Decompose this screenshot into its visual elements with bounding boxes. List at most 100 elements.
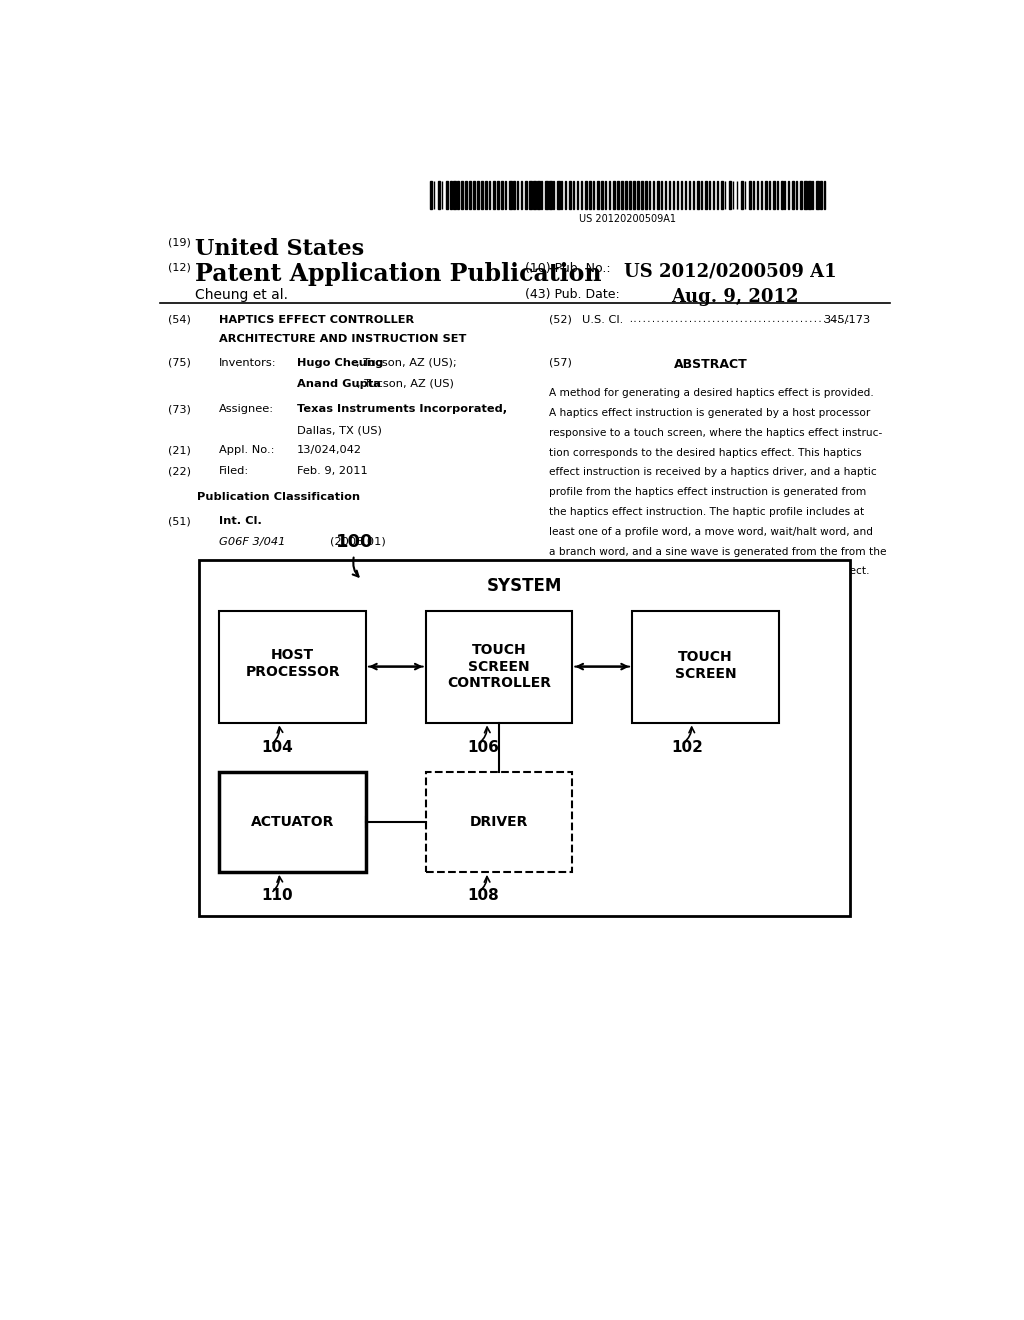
Bar bbox=[525, 181, 527, 210]
Bar bbox=[589, 181, 592, 210]
Text: G06F 3/041: G06F 3/041 bbox=[219, 536, 286, 546]
Bar bbox=[557, 181, 559, 210]
Bar bbox=[808, 181, 811, 210]
Text: ................................................: ........................................… bbox=[628, 315, 850, 323]
Text: , Tucson, AZ (US);: , Tucson, AZ (US); bbox=[355, 358, 457, 367]
Text: (10) Pub. No.:: (10) Pub. No.: bbox=[524, 263, 610, 275]
Text: 104: 104 bbox=[261, 739, 293, 755]
Text: 110: 110 bbox=[261, 888, 293, 903]
Text: 106: 106 bbox=[468, 739, 500, 755]
Bar bbox=[200, 560, 850, 916]
Bar bbox=[656, 181, 659, 210]
Bar bbox=[521, 181, 522, 210]
Text: ACTUATOR: ACTUATOR bbox=[251, 816, 335, 829]
Bar bbox=[709, 181, 710, 210]
Bar bbox=[776, 181, 777, 210]
Text: 345/173: 345/173 bbox=[822, 315, 870, 325]
Text: least one of a profile word, a move word, wait/halt word, and: least one of a profile word, a move word… bbox=[549, 527, 872, 537]
Text: Int. Cl.: Int. Cl. bbox=[219, 516, 262, 527]
Text: (19): (19) bbox=[168, 238, 190, 248]
Bar bbox=[633, 181, 635, 210]
Bar bbox=[513, 181, 515, 210]
Bar bbox=[462, 181, 463, 210]
Bar bbox=[820, 181, 822, 210]
Bar bbox=[669, 181, 670, 210]
Bar bbox=[581, 181, 583, 210]
Bar bbox=[538, 181, 540, 210]
Bar bbox=[219, 611, 367, 722]
Bar bbox=[498, 181, 499, 210]
Text: Hugo Cheung: Hugo Cheung bbox=[297, 358, 383, 367]
Text: (21): (21) bbox=[168, 445, 190, 455]
Text: (57): (57) bbox=[549, 358, 571, 367]
Bar bbox=[454, 181, 456, 210]
Bar bbox=[458, 181, 459, 210]
Bar bbox=[430, 181, 432, 210]
Text: US 20120200509A1: US 20120200509A1 bbox=[580, 214, 677, 224]
Bar bbox=[761, 181, 762, 210]
Text: Filed:: Filed: bbox=[219, 466, 250, 477]
Text: responsive to a touch screen, where the haptics effect instruc-: responsive to a touch screen, where the … bbox=[549, 428, 882, 438]
Bar bbox=[705, 181, 708, 210]
Bar bbox=[717, 181, 718, 210]
Bar bbox=[473, 181, 475, 210]
Text: DRIVER: DRIVER bbox=[470, 816, 528, 829]
Text: United States: United States bbox=[196, 238, 365, 260]
Bar bbox=[780, 181, 783, 210]
Bar bbox=[601, 181, 603, 210]
Text: 102: 102 bbox=[672, 739, 703, 755]
Text: (51): (51) bbox=[168, 516, 190, 527]
Text: (54): (54) bbox=[168, 315, 190, 325]
Text: 13/024,042: 13/024,042 bbox=[297, 445, 362, 455]
Bar bbox=[219, 772, 367, 873]
Text: ABSTRACT: ABSTRACT bbox=[675, 358, 749, 371]
Bar bbox=[645, 181, 646, 210]
Text: Texas Instruments Incorporated,: Texas Instruments Incorporated, bbox=[297, 404, 507, 414]
Text: Feb. 9, 2011: Feb. 9, 2011 bbox=[297, 466, 368, 477]
Text: (75): (75) bbox=[168, 358, 190, 367]
Bar bbox=[625, 181, 627, 210]
Bar bbox=[542, 181, 543, 210]
Text: (22): (22) bbox=[168, 466, 190, 477]
Bar bbox=[609, 181, 610, 210]
Text: Cheung et al.: Cheung et al. bbox=[196, 289, 289, 302]
Text: (12): (12) bbox=[168, 263, 190, 272]
Bar bbox=[617, 181, 618, 210]
Text: (2006.01): (2006.01) bbox=[331, 536, 386, 546]
Bar bbox=[772, 181, 775, 210]
Text: U.S. Cl.: U.S. Cl. bbox=[582, 315, 624, 325]
Bar bbox=[621, 181, 623, 210]
Text: Patent Application Publication: Patent Application Publication bbox=[196, 263, 602, 286]
Bar bbox=[713, 181, 714, 210]
Bar bbox=[569, 181, 570, 210]
Text: haptic profile that corresponds to the desired haptics effect.: haptic profile that corresponds to the d… bbox=[549, 566, 869, 577]
Bar bbox=[517, 181, 518, 210]
Bar bbox=[673, 181, 675, 210]
Bar bbox=[509, 181, 512, 210]
Text: (43) Pub. Date:: (43) Pub. Date: bbox=[524, 289, 620, 301]
Bar bbox=[629, 181, 632, 210]
Text: ARCHITECTURE AND INSTRUCTION SET: ARCHITECTURE AND INSTRUCTION SET bbox=[219, 334, 467, 345]
Text: tion corresponds to the desired haptics effect. This haptics: tion corresponds to the desired haptics … bbox=[549, 447, 861, 458]
Bar bbox=[805, 181, 807, 210]
Bar bbox=[426, 611, 572, 722]
Bar bbox=[816, 181, 819, 210]
Bar bbox=[740, 181, 743, 210]
Bar bbox=[632, 611, 779, 722]
Bar bbox=[561, 181, 562, 210]
Bar bbox=[545, 181, 548, 210]
Bar bbox=[801, 181, 802, 210]
Bar bbox=[502, 181, 503, 210]
Text: 100: 100 bbox=[336, 533, 374, 550]
Text: TOUCH
SCREEN
CONTROLLER: TOUCH SCREEN CONTROLLER bbox=[447, 643, 551, 690]
Bar bbox=[729, 181, 731, 210]
Text: HAPTICS EFFECT CONTROLLER: HAPTICS EFFECT CONTROLLER bbox=[219, 315, 415, 325]
Text: profile from the haptics effect instruction is generated from: profile from the haptics effect instruct… bbox=[549, 487, 866, 498]
Bar bbox=[529, 181, 531, 210]
Bar bbox=[653, 181, 654, 210]
Bar bbox=[549, 181, 552, 210]
Bar bbox=[665, 181, 666, 210]
Bar bbox=[445, 181, 447, 210]
Text: TOUCH
SCREEN: TOUCH SCREEN bbox=[675, 651, 736, 681]
Text: 108: 108 bbox=[468, 888, 500, 903]
